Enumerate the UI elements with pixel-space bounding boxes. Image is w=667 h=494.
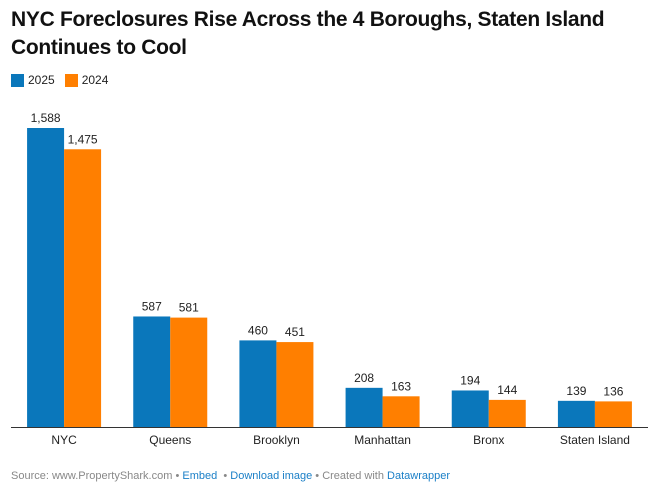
legend-item-2024: 2024 <box>64 73 109 87</box>
x-tick-label: NYC <box>51 433 77 447</box>
legend: 2025 2024 <box>11 73 108 87</box>
legend-item-2025: 2025 <box>11 73 55 87</box>
download-image-link[interactable]: Download image <box>230 470 313 482</box>
bar-2025 <box>451 390 489 427</box>
created-with-text: Created with <box>322 470 384 482</box>
separator: • <box>223 470 228 482</box>
x-tick-label: Staten Island <box>560 433 630 447</box>
embed-link[interactable]: Embed <box>182 470 218 482</box>
bar-2024 <box>382 396 420 427</box>
bar-2025 <box>557 400 595 427</box>
bar-2024 <box>276 342 314 427</box>
data-label: 460 <box>248 323 268 337</box>
legend-swatch-2024 <box>64 73 78 87</box>
x-tick-label: Bronx <box>473 433 504 447</box>
data-label: 139 <box>566 384 586 398</box>
x-tick-label: Manhattan <box>354 433 411 447</box>
data-label: 451 <box>285 325 305 339</box>
data-label: 136 <box>603 384 623 398</box>
bar-2024 <box>170 317 208 427</box>
data-label: 1,588 <box>31 111 61 125</box>
data-label: 587 <box>142 299 162 313</box>
bar-2025 <box>133 316 171 427</box>
footer: Source: www.PropertyShark.com • Embed • … <box>11 470 450 482</box>
x-tick-label: Brooklyn <box>253 433 300 447</box>
datawrapper-link[interactable]: Datawrapper <box>387 470 451 482</box>
data-label: 1,475 <box>68 132 98 146</box>
bar-2024 <box>64 149 102 428</box>
bar-2024 <box>488 399 526 427</box>
separator: • <box>175 470 180 482</box>
legend-label: 2024 <box>81 73 109 87</box>
data-label: 208 <box>354 371 374 385</box>
separator: • <box>315 470 320 482</box>
x-tick-label: Queens <box>149 433 191 447</box>
legend-swatch-2025 <box>11 73 24 87</box>
data-label: 194 <box>460 373 480 387</box>
data-label: 144 <box>497 383 517 397</box>
chart-title: NYC Foreclosures Rise Across the 4 Borou… <box>11 8 605 59</box>
bar-2025 <box>27 128 65 427</box>
bar-2024 <box>594 401 632 427</box>
legend-label: 2025 <box>28 73 55 87</box>
data-label: 163 <box>391 379 411 393</box>
bar-2025 <box>239 340 277 427</box>
data-label: 581 <box>179 301 199 315</box>
bar-2025 <box>345 387 383 427</box>
source-text: Source: www.PropertyShark.com <box>11 470 173 482</box>
